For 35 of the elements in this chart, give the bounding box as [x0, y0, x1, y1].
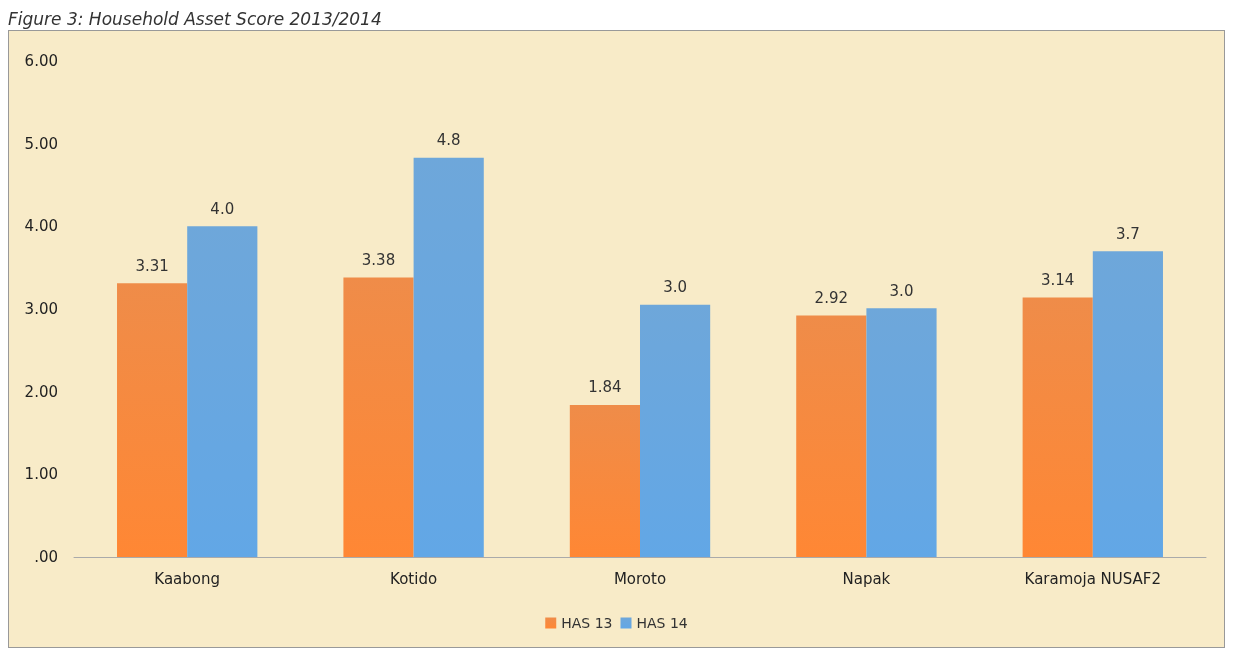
- bar: [796, 315, 867, 557]
- x-tick-label: Kotido: [390, 569, 438, 588]
- bar: [187, 226, 258, 557]
- legend-label: HAS 14: [636, 615, 688, 631]
- bar: [117, 283, 188, 557]
- data-label: 4.0: [210, 199, 235, 218]
- data-label: 3.38: [361, 251, 396, 270]
- bar: [1092, 251, 1163, 557]
- y-tick-label: 3.00: [24, 300, 58, 318]
- data-label: 2.92: [814, 289, 849, 308]
- y-tick-label: 4.00: [24, 217, 58, 236]
- bar: [413, 157, 484, 557]
- x-tick-label: Napak: [842, 569, 891, 588]
- data-label: 3.7: [1115, 224, 1140, 243]
- y-tick-label: 2.00: [24, 382, 58, 401]
- data-label: 4.8: [436, 131, 461, 150]
- bar: [866, 308, 937, 557]
- y-tick-label: .00: [34, 548, 58, 566]
- y-tick-label: 5.00: [24, 134, 58, 153]
- bar: [640, 304, 711, 557]
- data-label: 1.84: [588, 378, 622, 397]
- data-label: 3.0: [889, 281, 914, 300]
- bar: [569, 404, 640, 557]
- chart-title: Figure 3: Household Asset Score 2013/2014: [8, 8, 383, 30]
- data-label: 3.0: [663, 278, 688, 297]
- data-label: 3.31: [135, 256, 169, 275]
- y-tick-label: 6.00: [24, 52, 58, 70]
- y-tick-label: 1.00: [24, 465, 58, 484]
- bar: [1022, 297, 1093, 557]
- bar: [343, 277, 414, 557]
- legend-label: HAS 13: [561, 615, 613, 631]
- x-tick-label: Karamoja NUSAF2: [1024, 569, 1162, 588]
- x-tick-label: Kaabong: [154, 569, 221, 588]
- x-tick-label: Moroto: [613, 569, 667, 588]
- data-label: 3.14: [1041, 270, 1075, 289]
